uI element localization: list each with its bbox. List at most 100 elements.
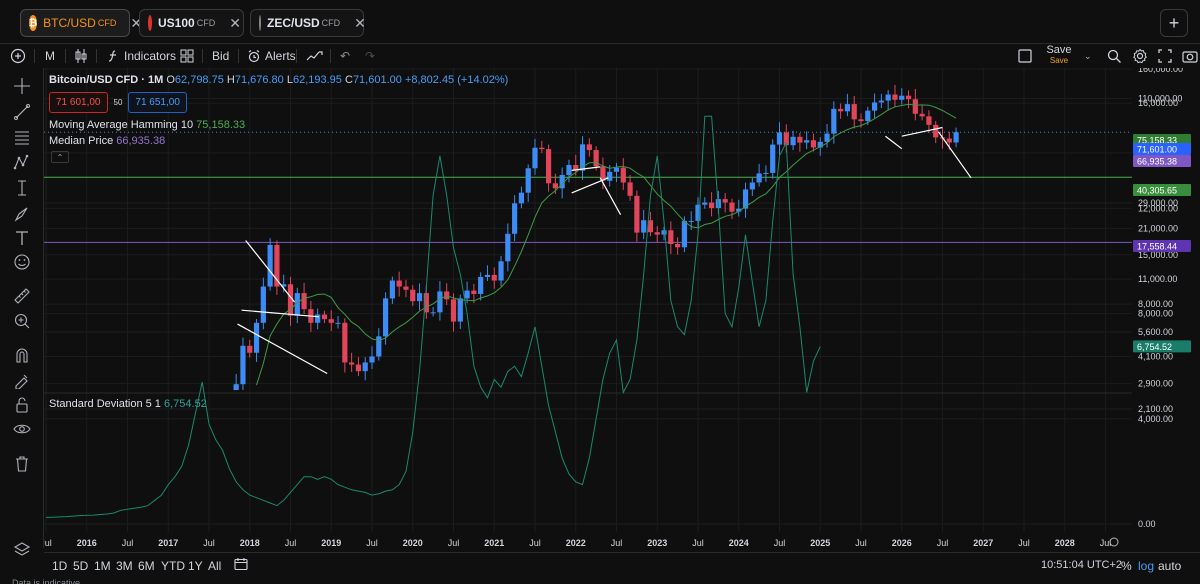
price-badge	[1133, 155, 1191, 167]
interval-button[interactable]: M	[45, 47, 55, 65]
crosshair-tool[interactable]	[12, 76, 32, 96]
trash-icon	[16, 456, 28, 472]
quick-search-button[interactable]	[1106, 47, 1122, 65]
range-1d[interactable]: 1D	[52, 559, 68, 573]
candle-body	[742, 189, 749, 209]
open-value: 62,798.75	[174, 74, 224, 86]
price-badge-label: 17,558.44	[1137, 242, 1177, 252]
plus-circle-icon	[10, 48, 26, 64]
redo-button[interactable]: ↷	[365, 47, 375, 65]
time-axis[interactable]: Jul 2016 Jul 2017 Jul 2018 Jul 2019 Jul 2020 Jul 20…	[44, 532, 1132, 552]
bitcoin-icon: ₿	[29, 15, 38, 31]
clock-label[interactable]: 10:51:04 UTC+2	[1041, 559, 1123, 571]
close-tab-icon[interactable]: ✕	[130, 14, 143, 31]
time-tick-label: 2026	[892, 538, 912, 548]
measure-tool[interactable]	[12, 286, 32, 306]
layers-tool[interactable]	[12, 540, 32, 560]
stddev-indicator-legend[interactable]: Standard Deviation 5 1 6,754.52	[49, 398, 207, 410]
collapse-legend-button[interactable]: ⌃	[51, 151, 69, 163]
range-5d[interactable]: 5D	[73, 559, 89, 573]
visibility-tool[interactable]	[12, 419, 32, 439]
candle-body	[362, 362, 368, 372]
save-button[interactable]: Save Save	[1040, 45, 1078, 66]
stay-drawing-tool[interactable]	[12, 370, 32, 390]
lock-icon	[16, 397, 28, 413]
range-3m[interactable]: 3M	[116, 559, 133, 573]
replay-button[interactable]	[306, 47, 324, 65]
tab-zecusd[interactable]: ZEC/USD CFD ✕	[250, 9, 366, 37]
settings-button[interactable]	[1132, 47, 1148, 65]
buy-button[interactable]: 71 651,00	[128, 92, 187, 113]
candle-body	[396, 280, 402, 287]
price-chart[interactable]	[44, 68, 1132, 532]
chart-type-button[interactable]	[74, 47, 88, 65]
candle-body	[702, 202, 708, 205]
candle-body	[294, 293, 300, 316]
alerts-button[interactable]: Alerts	[247, 47, 296, 65]
candle-body	[641, 220, 647, 233]
tab-symbol: US100	[158, 16, 195, 30]
cursor-text-icon	[18, 180, 26, 196]
price-tick-label: 110,000.00	[1138, 93, 1182, 103]
delete-tool[interactable]	[12, 454, 32, 474]
range-1m[interactable]: 1M	[94, 559, 111, 573]
undo-button[interactable]: ↶	[340, 47, 350, 65]
candle-body	[804, 140, 810, 143]
percent-toggle[interactable]: %	[1121, 559, 1132, 573]
candle-body	[233, 384, 239, 390]
sell-button[interactable]: 71 601,00	[49, 92, 108, 113]
candle-body	[892, 94, 898, 100]
tab-us100[interactable]: US100 CFD ✕	[139, 9, 244, 37]
snapshot-button[interactable]	[1182, 47, 1198, 65]
candle-body	[871, 102, 878, 111]
indicators-label: Indicators	[124, 49, 177, 63]
range-ytd[interactable]: YTD	[161, 559, 185, 573]
magnet-tool[interactable]	[12, 345, 32, 365]
camera-icon	[1182, 51, 1198, 63]
goto-date-button[interactable]	[234, 557, 248, 574]
add-tab-button[interactable]: +	[1160, 9, 1188, 37]
add-symbol-button[interactable]	[10, 47, 26, 65]
price-axis[interactable]: 240,000.00160,000.00110,000.0035,000.002…	[1132, 68, 1200, 532]
price-tick-label: 160,000.00	[1138, 68, 1183, 74]
symbol-name: Bitcoin/USD CFD · 1M	[49, 74, 164, 86]
fib-tool[interactable]	[12, 127, 32, 147]
candles-icon	[75, 49, 87, 63]
candle-body	[376, 336, 382, 357]
projection-tool[interactable]	[12, 178, 32, 198]
close-tab-icon[interactable]: ✕	[229, 14, 241, 31]
median-indicator-legend[interactable]: Median Price 66,935.38	[49, 135, 165, 147]
pattern-tool[interactable]	[12, 152, 32, 172]
toolbar: M Indicators Bid Alerts ↶ ↷ Save Save ⌄	[0, 44, 1200, 68]
tab-btcusd[interactable]: ₿ BTC/USD CFD ✕	[20, 9, 142, 37]
ma-indicator-legend[interactable]: Moving Average Hamming 10 75,158.33	[49, 119, 245, 131]
time-tick-label: Jul	[366, 538, 378, 548]
layout-button[interactable]	[1018, 47, 1032, 65]
candle-body	[281, 284, 287, 287]
candle-body	[423, 293, 429, 313]
bid-button[interactable]: Bid	[212, 47, 229, 65]
indicators-button[interactable]: Indicators	[106, 47, 176, 65]
zoom-tool[interactable]	[12, 311, 32, 331]
range-all[interactable]: All	[208, 559, 222, 573]
gear-icon	[1133, 48, 1147, 64]
auto-toggle[interactable]: auto	[1158, 559, 1182, 573]
range-6m[interactable]: 6M	[138, 559, 155, 573]
candle-body	[831, 108, 837, 134]
text-tool[interactable]	[12, 228, 32, 248]
candle-body	[430, 312, 436, 314]
emoji-tool[interactable]	[12, 252, 32, 272]
log-toggle[interactable]: log	[1138, 559, 1155, 573]
candle-body	[675, 244, 681, 248]
fullscreen-button[interactable]	[1158, 47, 1172, 65]
candle-body	[817, 141, 823, 148]
templates-button[interactable]	[180, 47, 194, 65]
save-menu-button[interactable]: ⌄	[1084, 47, 1092, 65]
close-tab-icon[interactable]: ✕	[354, 14, 366, 31]
trend-line-drawing	[901, 126, 943, 137]
data-disclaimer: Data is indicative	[12, 578, 81, 584]
trendline-tool[interactable]	[12, 102, 32, 122]
lock-tool[interactable]	[12, 395, 32, 415]
brush-tool[interactable]	[12, 204, 32, 224]
range-1y[interactable]: 1Y	[188, 559, 203, 573]
